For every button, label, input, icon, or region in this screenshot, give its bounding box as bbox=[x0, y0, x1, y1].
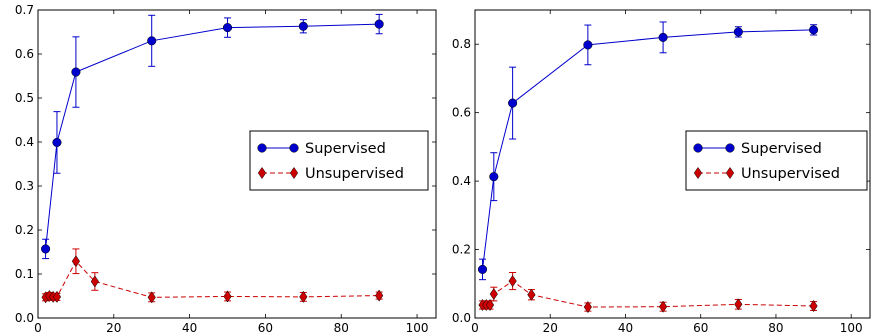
x-tick-label: 100 bbox=[406, 321, 429, 335]
data-point bbox=[733, 27, 743, 37]
x-tick-label: 80 bbox=[334, 321, 349, 335]
legend-marker bbox=[289, 143, 299, 153]
y-tick-label: 0.4 bbox=[15, 135, 34, 149]
chart-panel-1: 0 20 40 60 80 100 0.0 0.1 0.2 0.3 0.4 0.5 0.6 0.7 Supe… bbox=[15, 3, 437, 335]
y-tick-label: 0.7 bbox=[15, 3, 34, 17]
y-tick-label: 0.5 bbox=[15, 91, 34, 105]
x-tick-label: 60 bbox=[693, 321, 708, 335]
series-supervised bbox=[477, 21, 819, 281]
legend-box bbox=[685, 130, 868, 191]
data-point bbox=[71, 67, 81, 77]
y-tick-label: 0.3 bbox=[15, 179, 34, 193]
legend-label: Supervised bbox=[741, 141, 822, 157]
legend-marker bbox=[725, 166, 735, 180]
data-point bbox=[52, 137, 62, 147]
legend-marker bbox=[257, 166, 267, 180]
data-point bbox=[508, 98, 518, 108]
x-tick-label: 80 bbox=[768, 321, 783, 335]
data-point bbox=[223, 290, 232, 303]
data-point bbox=[147, 291, 156, 304]
x-tick-label: 100 bbox=[840, 321, 863, 335]
x-tick-label: 20 bbox=[106, 321, 121, 335]
x-tick-label: 40 bbox=[618, 321, 633, 335]
data-point bbox=[658, 300, 668, 313]
data-point bbox=[374, 19, 384, 29]
data-point bbox=[298, 21, 308, 31]
series-unsupervised bbox=[478, 271, 818, 314]
data-point bbox=[658, 32, 668, 42]
series-line bbox=[45, 260, 380, 298]
series-line bbox=[482, 280, 814, 308]
legend-label: Supervised bbox=[305, 141, 386, 157]
data-point bbox=[809, 25, 819, 35]
legend: Supervised Unsupervised bbox=[685, 130, 868, 191]
data-point bbox=[299, 290, 308, 303]
x-tick-label: 20 bbox=[543, 321, 558, 335]
legend-box bbox=[249, 130, 429, 191]
y-tick-label: 0.8 bbox=[452, 37, 471, 51]
data-point bbox=[527, 288, 536, 301]
plot-frame bbox=[474, 9, 871, 319]
data-point bbox=[375, 289, 384, 302]
legend-marker bbox=[693, 143, 703, 153]
data-point bbox=[508, 274, 517, 288]
y-tick-label: 0.6 bbox=[452, 106, 471, 120]
data-point bbox=[477, 264, 488, 274]
legend-label: Unsupervised bbox=[741, 166, 840, 182]
y-tick-label: 0.0 bbox=[15, 311, 34, 325]
x-tick-label: 60 bbox=[258, 321, 273, 335]
plot-frame bbox=[37, 9, 437, 319]
chart-panel-2: 0 20 40 60 80 100 0.0 0.2 0.4 0.6 0.8 Supervised Uns… bbox=[452, 9, 871, 335]
legend-marker bbox=[725, 143, 735, 153]
legend-marker bbox=[289, 166, 299, 180]
y-tick-label: 0.2 bbox=[15, 223, 34, 237]
data-point bbox=[809, 299, 818, 313]
y-tick-label: 0.2 bbox=[452, 243, 471, 257]
x-tick-label: 0 bbox=[471, 321, 479, 335]
data-point bbox=[52, 290, 62, 303]
data-point bbox=[583, 40, 593, 50]
data-point bbox=[90, 275, 99, 288]
legend: Supervised Unsupervised bbox=[249, 130, 429, 191]
y-tick-label: 0.1 bbox=[15, 267, 34, 281]
data-point bbox=[41, 244, 51, 254]
data-point bbox=[71, 255, 81, 268]
x-tick-label: 40 bbox=[182, 321, 197, 335]
data-point bbox=[485, 298, 495, 312]
data-point bbox=[147, 36, 157, 46]
data-point bbox=[222, 23, 233, 33]
data-point bbox=[489, 287, 498, 301]
series-unsupervised bbox=[41, 248, 384, 304]
data-point bbox=[583, 301, 592, 314]
y-tick-label: 0.0 bbox=[452, 311, 471, 325]
data-point bbox=[489, 172, 499, 182]
x-tick-label: 0 bbox=[34, 321, 42, 335]
legend-marker bbox=[257, 143, 267, 153]
legend-label: Unsupervised bbox=[305, 166, 404, 182]
data-point bbox=[734, 298, 743, 311]
y-tick-label: 0.4 bbox=[452, 174, 471, 188]
y-tick-label: 0.6 bbox=[15, 47, 34, 61]
series-supervised bbox=[41, 13, 384, 260]
legend-marker bbox=[693, 166, 703, 180]
